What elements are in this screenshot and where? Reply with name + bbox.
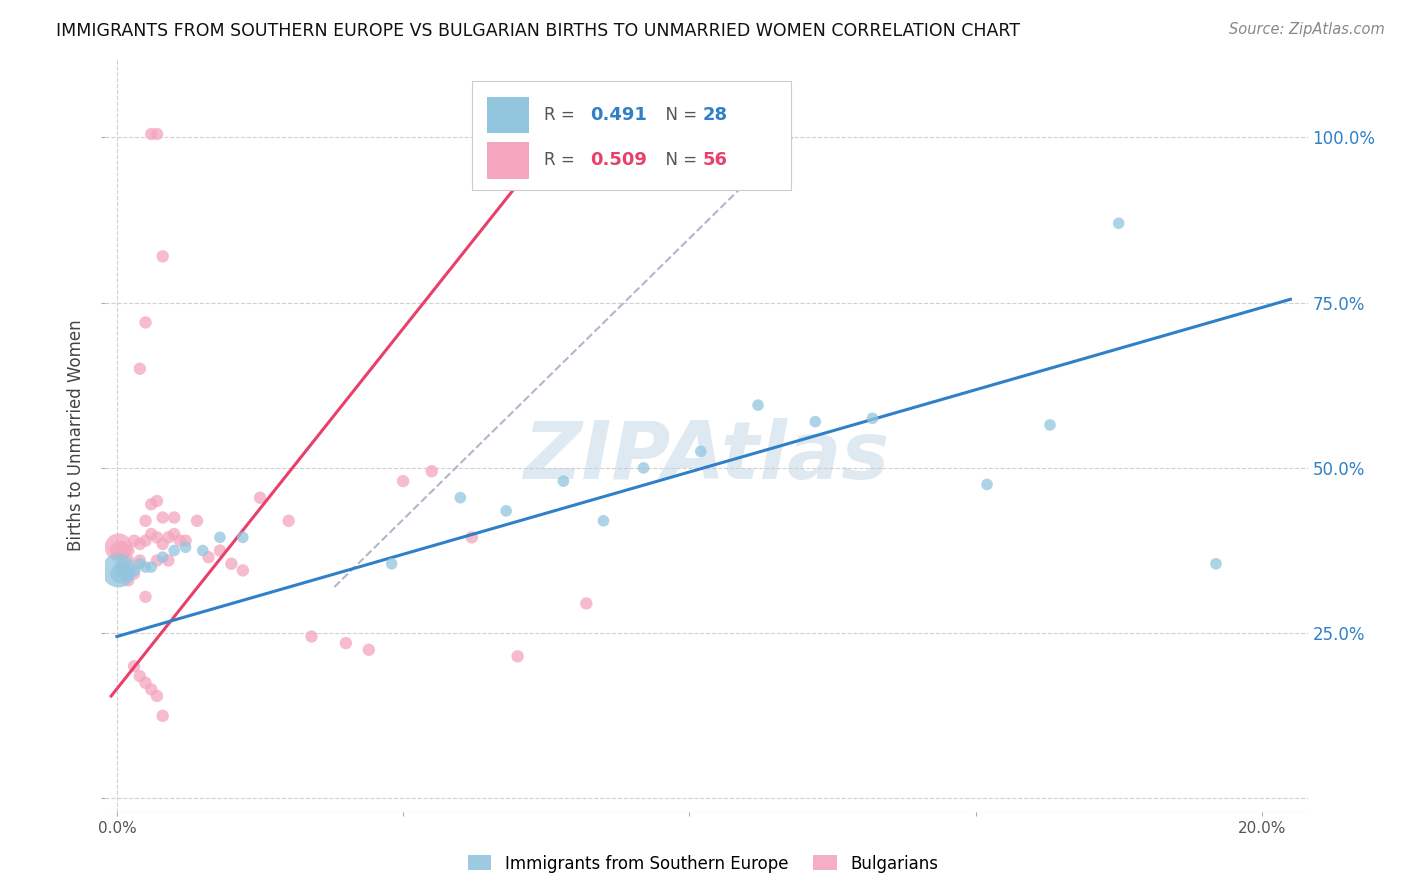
Point [392, 474, 415, 488]
Point [862, 411, 884, 425]
Point [146, 530, 169, 544]
Point [357, 642, 380, 657]
Point [157, 553, 180, 567]
Point [146, 553, 169, 567]
Point [575, 597, 598, 611]
Point [381, 557, 404, 571]
Point [976, 477, 998, 491]
Point [111, 560, 134, 574]
Point [232, 563, 254, 577]
Point [152, 550, 174, 565]
Point [163, 543, 186, 558]
Point [208, 530, 231, 544]
Text: IMMIGRANTS FROM SOUTHERN EUROPE VS BULGARIAN BIRTHS TO UNMARRIED WOMEN CORRELATI: IMMIGRANTS FROM SOUTHERN EUROPE VS BULGA… [56, 22, 1021, 40]
FancyBboxPatch shape [472, 80, 790, 190]
Text: 0.491: 0.491 [591, 106, 647, 124]
Point [191, 543, 214, 558]
Point [108, 543, 131, 558]
Point [174, 541, 197, 555]
Point [146, 689, 169, 703]
Point [141, 560, 163, 574]
Point [152, 510, 174, 524]
Point [277, 514, 299, 528]
Point [506, 649, 529, 664]
Point [141, 527, 163, 541]
Point [747, 398, 769, 412]
Point [110, 566, 132, 581]
Point [111, 566, 134, 581]
Point [163, 510, 186, 524]
Point [111, 547, 134, 561]
Point [1205, 557, 1227, 571]
Point [152, 249, 174, 263]
Text: R =: R = [544, 152, 581, 169]
Bar [486, 143, 529, 178]
Text: ZIPAtlas: ZIPAtlas [523, 418, 890, 497]
Point [128, 361, 150, 376]
Text: N =: N = [655, 106, 702, 124]
Point [221, 557, 243, 571]
Text: 28: 28 [703, 106, 728, 124]
Point [689, 444, 711, 458]
Point [152, 709, 174, 723]
Point [163, 527, 186, 541]
Point [122, 533, 145, 548]
Point [111, 541, 134, 555]
Point [128, 669, 150, 683]
Point [249, 491, 271, 505]
Point [335, 636, 357, 650]
Point [208, 543, 231, 558]
Point [107, 541, 129, 555]
Point [141, 497, 163, 511]
Point [111, 560, 134, 574]
Point [592, 514, 614, 528]
Point [135, 675, 157, 690]
Point [117, 553, 139, 567]
Point [186, 514, 208, 528]
Point [157, 530, 180, 544]
Point [135, 590, 157, 604]
Point [461, 530, 484, 544]
Point [495, 504, 517, 518]
Point [301, 630, 323, 644]
Point [633, 461, 655, 475]
Point [1108, 216, 1130, 230]
Legend: Immigrants from Southern Europe, Bulgarians: Immigrants from Southern Europe, Bulgari… [461, 848, 945, 880]
Point [128, 553, 150, 567]
Bar [486, 97, 529, 134]
Point [146, 494, 169, 508]
Point [117, 566, 139, 581]
Point [122, 563, 145, 577]
Point [420, 464, 443, 478]
Point [553, 474, 575, 488]
Text: Source: ZipAtlas.com: Source: ZipAtlas.com [1229, 22, 1385, 37]
Point [141, 127, 163, 141]
Text: 0.509: 0.509 [591, 152, 647, 169]
Point [135, 315, 157, 329]
Point [107, 563, 129, 577]
Point [135, 560, 157, 574]
Point [128, 537, 150, 551]
Point [117, 543, 139, 558]
Text: N =: N = [655, 152, 702, 169]
Y-axis label: Births to Unmarried Women: Births to Unmarried Women [67, 319, 86, 550]
Point [135, 533, 157, 548]
Text: R =: R = [544, 106, 581, 124]
Point [117, 574, 139, 588]
Point [146, 127, 169, 141]
Point [135, 514, 157, 528]
Text: 56: 56 [703, 152, 728, 169]
Point [169, 533, 191, 548]
Point [197, 550, 219, 565]
Point [1039, 417, 1062, 432]
Point [152, 537, 174, 551]
Point [122, 659, 145, 673]
Point [128, 557, 150, 571]
Point [174, 533, 197, 548]
Point [804, 415, 827, 429]
Point [232, 530, 254, 544]
Point [449, 491, 471, 505]
Point [141, 682, 163, 697]
Point [122, 566, 145, 581]
